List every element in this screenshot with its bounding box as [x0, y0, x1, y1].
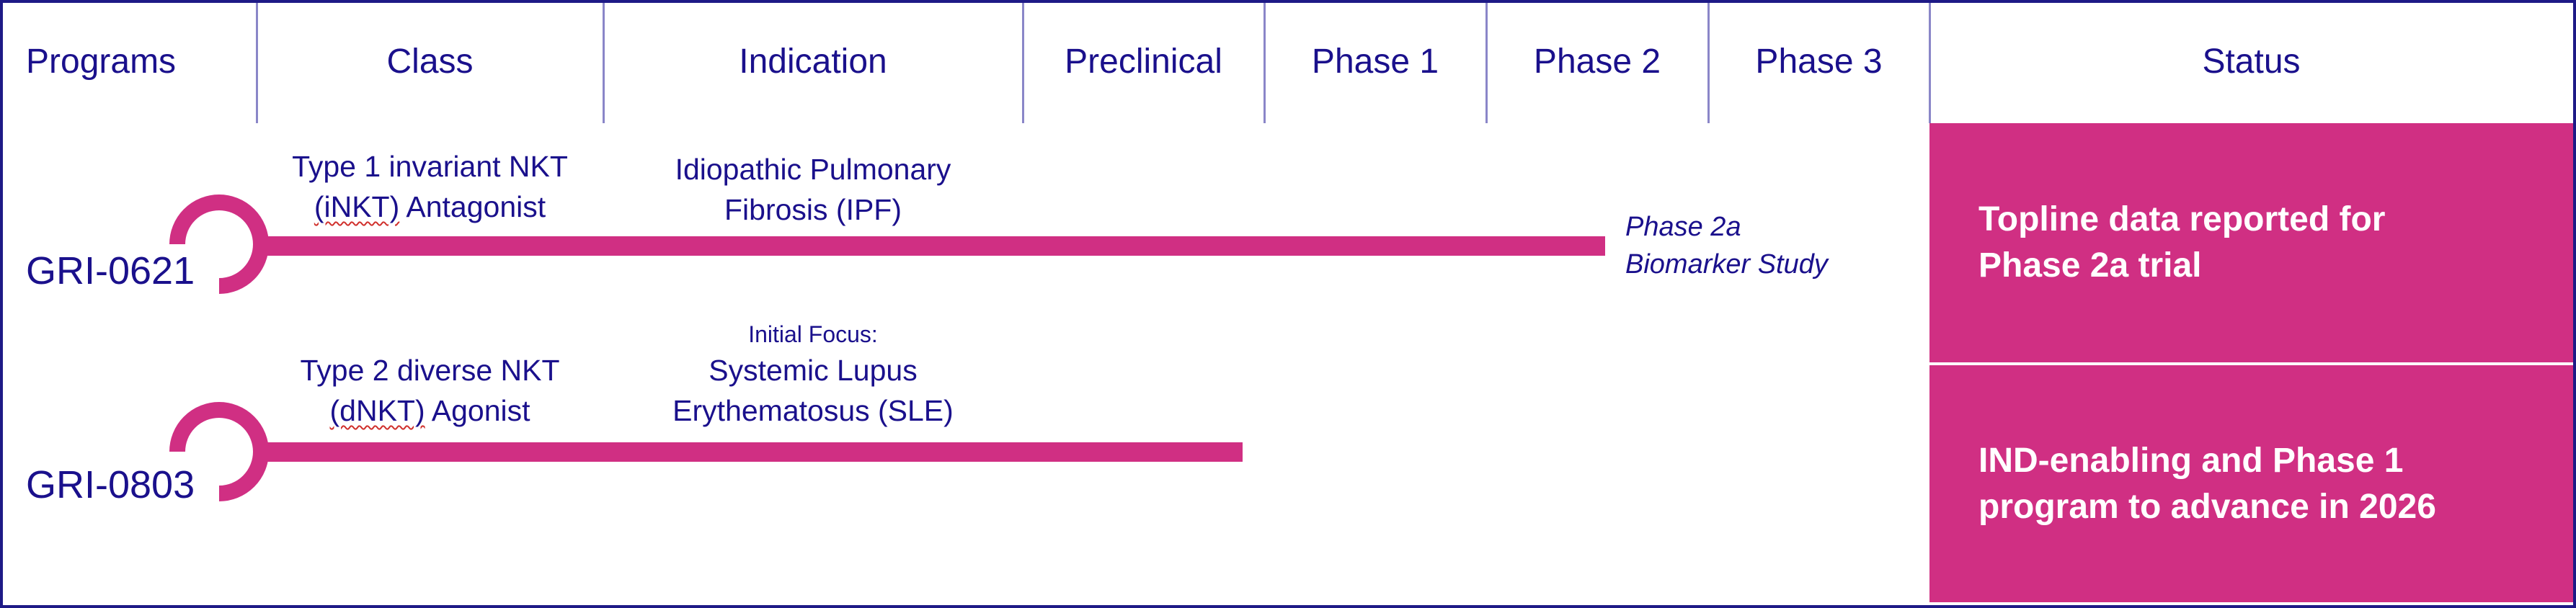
divider: [1022, 3, 1024, 123]
note-line: Biomarker Study: [1625, 249, 1828, 280]
header-class: Class: [386, 43, 474, 81]
divider: [1929, 3, 1931, 123]
program-ring-gri-0803: [169, 402, 269, 501]
class-line: Type 1 invariant NKT: [292, 150, 568, 183]
divider: [603, 3, 605, 123]
header-preclinical: Preclinical: [1065, 43, 1222, 81]
divider: [1485, 3, 1488, 123]
divider: [1263, 3, 1266, 123]
class-abbr: (iNKT): [314, 190, 400, 223]
progress-bar-gri-0621: [259, 236, 1605, 256]
class-rest: Agonist: [425, 394, 530, 427]
header-phase-1: Phase 1: [1311, 43, 1439, 81]
status-line: Topline data reported for: [1978, 200, 2386, 238]
program-ring-icon: [169, 195, 269, 501]
status-line: Phase 2a trial: [1978, 246, 2202, 285]
class-abbr: (dNKT): [329, 394, 425, 427]
program-name: GRI-0803: [26, 463, 195, 506]
status-cell: IND-enabling and Phase 1 program to adva…: [1929, 365, 2573, 602]
progress-bar-gri-0803: [259, 442, 1243, 462]
class-rest: Antagonist: [399, 190, 546, 223]
note-line: Phase 2a: [1625, 212, 1741, 242]
program-ring-gri-0621: [169, 195, 269, 294]
header-indication: Indication: [739, 43, 887, 81]
header-phase-2: Phase 2: [1533, 43, 1661, 81]
indication-cell: Idiopathic Pulmonary Fibrosis (IPF): [603, 149, 1023, 230]
status-cell: Topline data reported for Phase 2a trial: [1929, 123, 2573, 362]
header-phase-3: Phase 3: [1755, 43, 1883, 81]
status-line: program to advance in 2026: [1978, 487, 2436, 526]
indication-cell: Initial Focus: Systemic Lupus Erythemato…: [603, 318, 1023, 431]
stage-note: Phase 2a Biomarker Study: [1625, 208, 1828, 283]
indication-prefix: Initial Focus:: [748, 321, 878, 347]
header-programs: Programs: [26, 43, 177, 81]
program-name: GRI-0621: [26, 249, 195, 292]
class-line: (dNKT) Agonist: [257, 390, 603, 431]
indication-line: Fibrosis (IPF): [724, 193, 902, 226]
class-line: Type 2 diverse NKT: [300, 354, 560, 387]
indication-line: Erythematosus (SLE): [672, 394, 954, 427]
indication-line: Systemic Lupus: [709, 354, 918, 387]
indication-line: Idiopathic Pulmonary: [675, 153, 951, 186]
class-cell: Type 1 invariant NKT (iNKT) Antagonist: [257, 146, 603, 227]
divider: [1707, 3, 1710, 123]
class-line: (iNKT) Antagonist: [257, 187, 603, 227]
class-cell: Type 2 diverse NKT (dNKT) Agonist: [257, 350, 603, 431]
status-line: IND-enabling and Phase 1: [1978, 441, 2404, 480]
header-status: Status: [2202, 43, 2301, 81]
divider: [256, 3, 258, 123]
